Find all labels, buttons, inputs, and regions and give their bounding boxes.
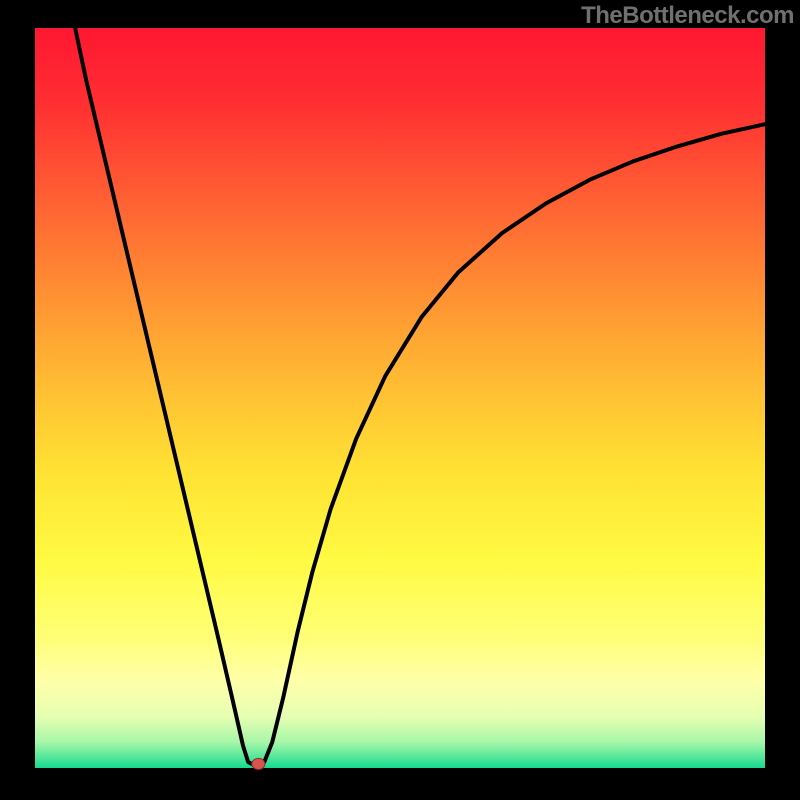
chart-stage: TheBottleneck.com — [0, 0, 800, 800]
watermark-label: TheBottleneck.com — [581, 0, 800, 30]
bottleneck-chart — [0, 0, 800, 800]
plot-area — [35, 28, 765, 768]
optimum-marker — [252, 758, 265, 769]
